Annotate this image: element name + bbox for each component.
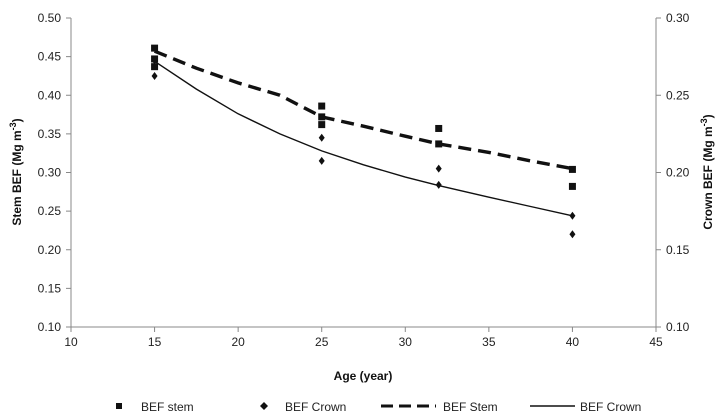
point-bef-crown	[569, 211, 576, 220]
y-tick-label-right: 0.15	[666, 243, 690, 257]
series-line-bef-crown-fit	[154, 60, 573, 217]
point-bef-crown	[318, 156, 325, 165]
point-bef-crown	[569, 230, 576, 239]
point-bef-stem	[318, 113, 326, 121]
y-tick-label-left: 0.30	[38, 166, 62, 180]
legend-symbol-square	[116, 403, 122, 409]
y-tick-label-left: 0.15	[38, 281, 62, 295]
legend-label-bef-crown-points: BEF Crown	[285, 400, 346, 414]
x-axis-title: Age (year)	[334, 369, 393, 383]
x-tick-label: 15	[148, 335, 162, 349]
point-bef-stem	[435, 140, 443, 148]
point-bef-crown	[151, 71, 158, 80]
y-axis-title-right-close: )	[701, 114, 715, 118]
y-tick-label-left: 0.40	[38, 88, 62, 102]
x-tick-label: 40	[566, 335, 580, 349]
point-bef-crown	[435, 180, 442, 189]
series-layer	[151, 44, 576, 239]
x-tick-label: 20	[231, 335, 245, 349]
x-tick-label: 25	[315, 335, 329, 349]
y-tick-label-left: 0.50	[38, 11, 62, 25]
legend-label-bef-stem: BEF stem	[141, 400, 194, 414]
point-bef-crown	[318, 133, 325, 142]
y-tick-label-left: 0.45	[38, 50, 62, 64]
y-tick-label-right: 0.25	[666, 88, 690, 102]
y-tick-label-left: 0.25	[38, 204, 62, 218]
legend-symbol-diamond	[260, 402, 268, 410]
point-bef-crown	[151, 56, 158, 65]
y-tick-label-left: 0.10	[38, 320, 62, 334]
point-bef-stem	[151, 63, 159, 71]
y-axis-title-right-sup: -3	[699, 118, 709, 126]
x-tick-label: 45	[649, 335, 663, 349]
point-bef-stem	[151, 44, 159, 52]
legend-label-bef-crown-line: BEF Crown	[580, 400, 641, 414]
x-tick-label: 35	[482, 335, 496, 349]
legend: BEF stem BEF Crown BEF Stem BEF Crown	[116, 400, 641, 414]
x-tick-label: 10	[64, 335, 78, 349]
point-bef-stem	[435, 124, 443, 132]
y-axis-title-left-sup: -3	[8, 122, 18, 130]
y-tick-label-right: 0.20	[666, 166, 690, 180]
point-bef-stem	[318, 102, 326, 110]
plot-area	[71, 18, 656, 327]
axes: 10 15 20 25 30 35 40 450.100.150.200.250.300.35…	[38, 11, 690, 349]
point-bef-stem	[568, 165, 576, 173]
y-tick-label-left: 0.20	[38, 243, 62, 257]
y-tick-label-left: 0.35	[38, 127, 62, 141]
point-bef-crown	[435, 164, 442, 173]
legend-label-bef-stem-line: BEF Stem	[443, 400, 498, 414]
y-axis-title-right: Crown BEF (Mg m-3)	[699, 114, 715, 229]
y-tick-label-right: 0.10	[666, 320, 690, 334]
y-axis-title-right-main: Crown BEF (Mg m	[701, 126, 715, 229]
point-bef-stem	[568, 182, 576, 190]
y-tick-label-right: 0.30	[666, 11, 690, 25]
y-axis-title-left-close: )	[10, 118, 24, 122]
y-axis-title-left-main: Stem BEF (Mg m	[10, 130, 24, 225]
series-line-bef-stem-fit	[153, 49, 573, 171]
y-axis-title-left: Stem BEF (Mg m-3)	[8, 118, 24, 225]
point-bef-stem	[318, 121, 326, 129]
x-tick-label: 30	[399, 335, 413, 349]
